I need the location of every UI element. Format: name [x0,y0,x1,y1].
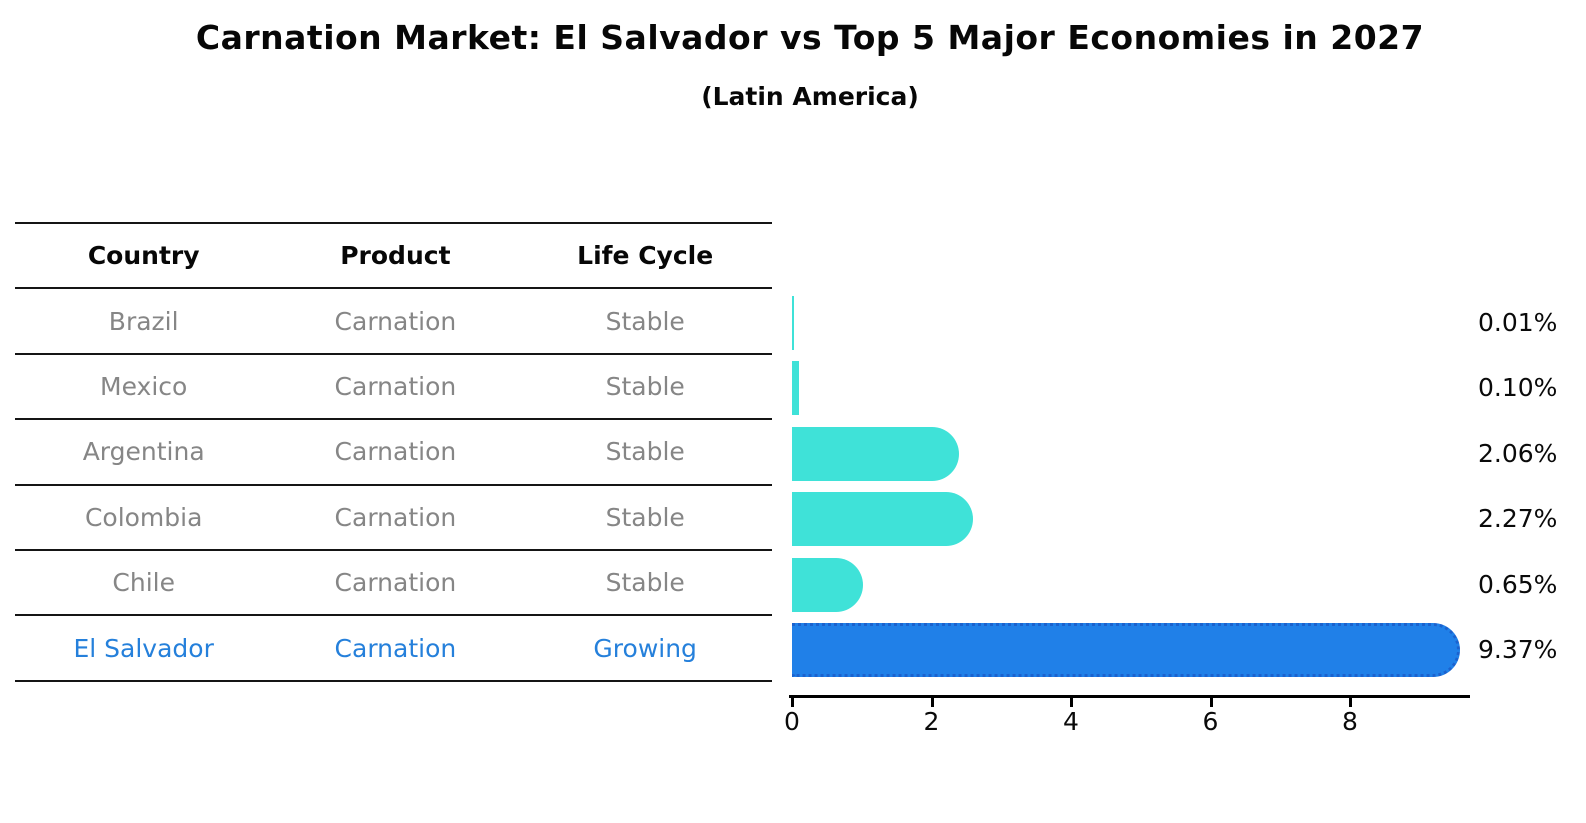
bar-value-label: 0.10% [1478,373,1558,402]
x-axis-tick [930,698,934,707]
bar-value-label: 9.37% [1478,635,1558,664]
table-header-row: Country Product Life Cycle [15,223,772,288]
bar-colombia [792,492,974,546]
cell-country: El Salvador [73,633,214,663]
bar-value-label: 2.06% [1478,438,1558,468]
table-header-product: Product [340,241,451,271]
x-axis-tick [1070,698,1073,707]
x-axis-tick-label: 2 [923,707,940,736]
table-separator-line [15,679,772,682]
x-axis-tick-label: 6 [1202,707,1219,736]
table-separator-line [15,418,772,421]
table-separator-line [15,222,772,224]
bar-value-label: 0.65% [1478,569,1558,599]
table-row: Mexico Carnation Stable [15,354,772,419]
table-separator-line [15,549,772,551]
table-separator-line [15,483,772,486]
cell-life-cycle: Stable [605,437,685,467]
cell-product: Carnation [334,633,457,663]
table-row: Colombia Carnation Stable [15,485,772,550]
table-row: Chile Carnation Stable [15,550,772,615]
cell-country: Colombia [84,502,203,532]
x-axis-tick-label: 4 [1063,707,1079,736]
x-axis-tick [791,698,794,707]
country-table: Country Product Life Cycle Brazil Carnation S… [15,0,772,823]
table-row: Brazil Carnation Stable [15,288,772,353]
bar-el-salvador [792,623,1460,677]
cell-product: Carnation [334,568,457,598]
cell-life-cycle: Stable [605,502,685,532]
cell-country: Chile [112,568,175,598]
cell-life-cycle: Stable [605,306,685,336]
cell-life-cycle: Stable [605,371,685,401]
bar-mexico [792,361,799,415]
bar-argentina [792,426,960,481]
x-axis-tick [1349,698,1352,707]
bar-value-label: 0.01% [1478,307,1558,337]
cell-product: Carnation [334,502,457,532]
cell-country: Argentina [82,437,205,467]
x-axis-line [789,695,1470,698]
cell-product: Carnation [334,437,457,467]
cell-life-cycle: Growing [593,633,697,663]
table-separator-line [15,614,772,617]
x-axis-tick [1209,698,1213,707]
x-axis-tick-label: 0 [784,707,800,736]
x-axis-tick-label: 8 [1342,707,1358,736]
table-header-life-cycle: Life Cycle [577,241,714,271]
table-row: El Salvador Carnation Growing [15,615,772,680]
chart-title: Carnation Market: El Salvador vs Top 5 M… [195,18,1425,57]
chart-subtitle: (Latin America) [701,82,919,111]
cell-product: Carnation [334,371,457,401]
table-separator-line [15,352,772,355]
bar-chile [792,557,863,612]
cell-product: Carnation [334,306,457,336]
table-separator-line [15,287,772,290]
cell-life-cycle: Stable [605,568,685,598]
cell-country: Mexico [100,371,188,401]
bar-value-label: 2.27% [1478,504,1558,533]
cell-country: Brazil [108,306,179,336]
bar-brazil [792,295,794,350]
table-header-country: Country [87,241,200,271]
table-row: Argentina Carnation Stable [15,419,772,484]
